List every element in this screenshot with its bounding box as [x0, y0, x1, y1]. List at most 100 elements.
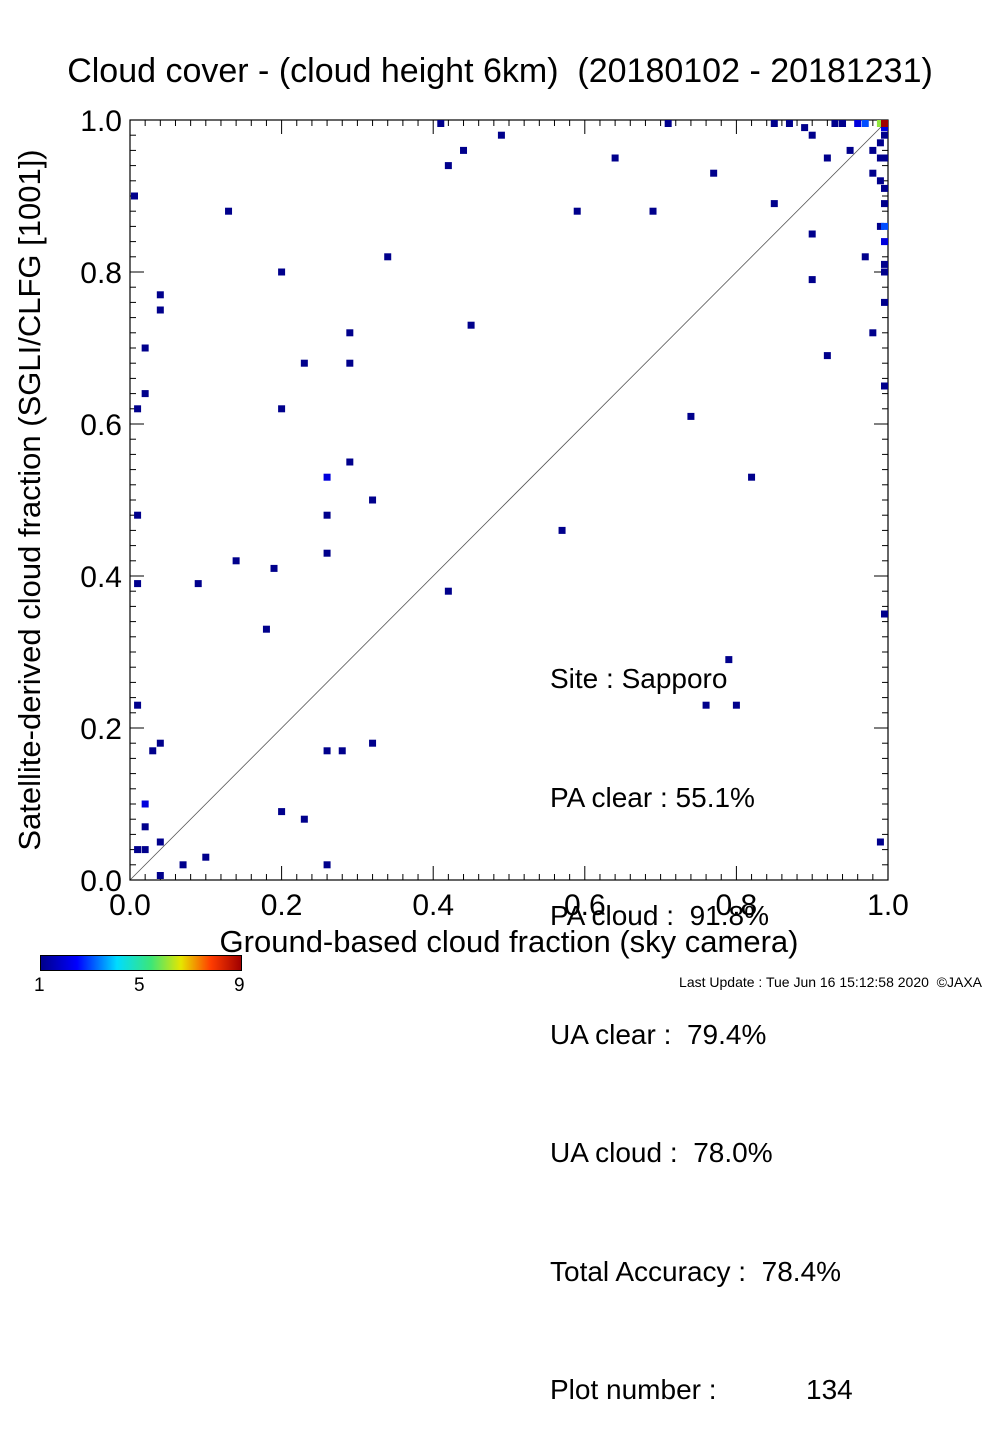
data-point: [141, 846, 149, 854]
data-point: [881, 382, 888, 390]
data-point: [323, 511, 331, 519]
data-point: [202, 853, 210, 861]
data-point: [876, 222, 884, 230]
data-point: [831, 120, 839, 127]
data-point: [300, 815, 308, 823]
data-point: [881, 131, 888, 139]
data-point: [861, 120, 869, 127]
stat-ua-cloud-value: 78.0%: [693, 1137, 773, 1168]
stat-total-accuracy: Total Accuracy : 78.4%: [550, 1252, 841, 1292]
tick-labels: 0.0 0.2 0.4 0.6 0.8 1.0 0.0 0.2 0.4 0.6 0.8 1.0: [80, 105, 909, 922]
data-point: [323, 473, 331, 481]
stat-plot-number-label: Plot number :: [550, 1374, 717, 1405]
chart-title: Cloud cover - (cloud height 6km) (201801…: [67, 52, 933, 90]
data-point: [876, 139, 884, 147]
data-point: [839, 120, 847, 127]
data-point: [323, 747, 331, 755]
data-point: [460, 146, 468, 154]
data-point: [801, 124, 809, 132]
data-point: [346, 458, 354, 466]
data-point: [702, 701, 710, 709]
x-tick-label: 0.2: [261, 889, 303, 922]
data-point: [346, 329, 354, 337]
data-point: [876, 120, 884, 127]
stat-total-label: Total Accuracy :: [550, 1255, 747, 1287]
data-point: [881, 222, 888, 230]
data-point: [346, 359, 354, 367]
data-point: [156, 872, 164, 879]
data-point: [384, 253, 392, 261]
data-point: [823, 352, 831, 360]
colorbar-label-min: 1: [34, 975, 45, 996]
stat-ua-cloud: UA cloud : 78.0%: [550, 1133, 841, 1173]
y-tick-label: 0.0: [80, 865, 122, 898]
axes: [129, 119, 889, 881]
data-point: [846, 146, 854, 154]
data-point: [869, 169, 877, 177]
y-tick-label: 1.0: [80, 105, 122, 138]
data-point: [881, 154, 888, 162]
data-point: [270, 564, 278, 572]
stat-ua-clear-label: UA clear :: [550, 1018, 672, 1050]
data-point: [134, 701, 142, 709]
data-point: [687, 412, 695, 420]
data-point: [611, 154, 619, 162]
data-point: [854, 120, 862, 127]
data-point: [278, 808, 286, 816]
data-point: [861, 253, 869, 261]
data-point: [156, 739, 164, 747]
stat-pa-cloud: PA cloud : 91.8%: [550, 896, 841, 936]
data-point: [748, 473, 756, 481]
scatter-plot: 0.0 0.2 0.4 0.6 0.8 1.0 0.0 0.2 0.4 0.6 0.8 1.0 Gro…: [12, 105, 909, 959]
data-point: [725, 656, 733, 664]
stat-pa-clear: PA clear : 55.1%: [550, 778, 841, 818]
data-point: [823, 154, 831, 162]
one-to-one-line: [129, 119, 889, 881]
colorbar-label-max: 9: [234, 975, 245, 996]
stat-ua-clear: UA clear : 79.4%: [550, 1015, 841, 1055]
data-point: [156, 306, 164, 314]
data-point: [881, 260, 888, 268]
data-point: [134, 580, 142, 588]
data-point: [141, 800, 149, 808]
data-point: [232, 557, 240, 565]
data-point: [141, 390, 149, 398]
data-point: [770, 200, 778, 208]
data-point: [876, 154, 884, 162]
data-point: [558, 526, 566, 534]
data-point: [881, 268, 888, 276]
stat-plot-number-value: 134: [806, 1374, 853, 1405]
data-point: [497, 131, 505, 139]
y-tick-label: 0.8: [80, 257, 122, 290]
data-point: [881, 124, 888, 132]
data-point: [649, 207, 657, 215]
stat-site: Site : Sapporo: [550, 663, 728, 694]
stat-total-value: 78.4%: [761, 1255, 842, 1287]
y-tick-label: 0.2: [80, 713, 122, 746]
y-tick-label: 0.4: [80, 561, 122, 594]
data-point: [881, 184, 888, 192]
stat-pa-clear-value: 55.1%: [675, 781, 755, 813]
x-tick-label: 1.0: [867, 889, 909, 922]
data-point: [134, 511, 142, 519]
data-point: [881, 298, 888, 306]
data-point: [278, 405, 286, 413]
data-point: [225, 207, 233, 215]
data-point: [141, 823, 149, 831]
data-point: [876, 177, 884, 185]
stat-pa-clear-label: PA clear :: [550, 781, 668, 813]
x-tick-label: 0.4: [412, 889, 454, 922]
data-point: [881, 238, 888, 246]
data-point: [156, 291, 164, 299]
data-point: [134, 405, 142, 413]
data-point: [770, 120, 778, 127]
last-update-footer: Last Update : Tue Jun 16 15:12:58 2020 ©…: [679, 974, 982, 990]
data-point: [131, 192, 138, 200]
data-point: [881, 120, 888, 127]
data-point: [323, 549, 331, 557]
data-point: [808, 230, 816, 238]
data-point: [369, 739, 377, 747]
data-point: [573, 207, 581, 215]
data-point: [369, 496, 377, 504]
data-point: [262, 625, 270, 633]
